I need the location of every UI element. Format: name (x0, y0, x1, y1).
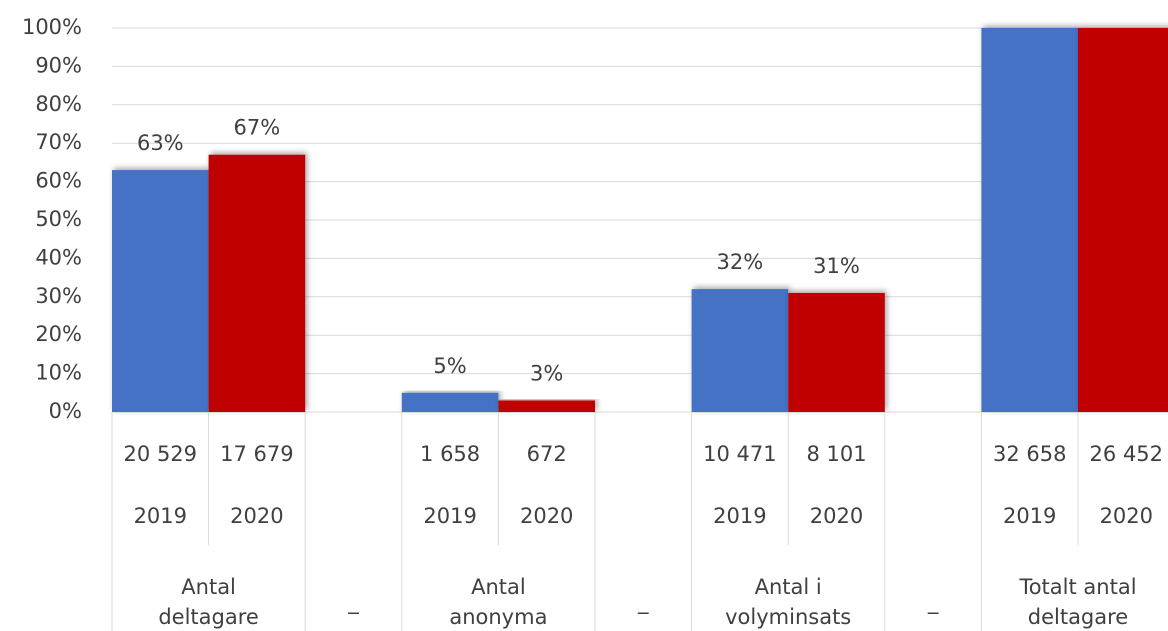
count-label: 1 658 (420, 442, 480, 466)
y-tick-label: 20% (35, 322, 82, 346)
x-tick-label: 2020 (810, 504, 863, 528)
data-label: 63% (137, 131, 184, 155)
data-label: 5% (433, 354, 466, 378)
y-tick-label: 50% (35, 207, 82, 231)
y-tick-label: 80% (35, 92, 82, 116)
x-tick-label: 2019 (134, 504, 187, 528)
group-label: _ (927, 590, 939, 614)
bar (981, 28, 1078, 412)
y-tick-label: 100% (22, 15, 82, 39)
y-tick-label: 40% (35, 245, 82, 269)
bar (498, 400, 595, 412)
y-tick-label: 70% (35, 130, 82, 154)
x-tick-label: 2019 (1003, 504, 1056, 528)
data-label: 3% (530, 361, 563, 385)
x-tick-label: 2019 (423, 504, 476, 528)
y-tick-label: 10% (35, 361, 82, 385)
count-label: 8 101 (806, 442, 866, 466)
group-label: Antal i volyminsats (725, 575, 852, 629)
group-label: _ (638, 590, 649, 614)
group-label: Antal anonyma (449, 575, 548, 629)
bar (401, 392, 499, 412)
bar (112, 170, 209, 412)
count-label: 672 (527, 442, 567, 466)
data-label: 32% (717, 250, 764, 274)
y-tick-label: 0% (49, 399, 82, 423)
data-label: 67% (234, 116, 281, 140)
x-tick-label: 2020 (520, 504, 573, 528)
x-tick-label: 2019 (713, 504, 766, 528)
group-label: _ (348, 590, 359, 614)
x-tick-label: 2020 (230, 504, 283, 528)
group-label: Totalt antal deltagare (1019, 575, 1137, 629)
count-label: 17 679 (220, 442, 293, 466)
y-tick-label: 60% (35, 169, 82, 193)
count-label: 10 471 (703, 442, 776, 466)
group-label: Antal deltagare (158, 575, 259, 629)
bar (691, 289, 789, 412)
data-label: 31% (813, 254, 860, 278)
y-tick-label: 90% (35, 53, 82, 77)
bar (1078, 28, 1168, 412)
bar (788, 292, 885, 412)
x-tick-label: 2020 (1100, 504, 1153, 528)
bar (208, 154, 306, 412)
y-tick-label: 30% (35, 284, 82, 308)
count-label: 20 529 (124, 442, 197, 466)
count-label: 26 452 (1090, 442, 1163, 466)
count-label: 32 658 (993, 442, 1066, 466)
